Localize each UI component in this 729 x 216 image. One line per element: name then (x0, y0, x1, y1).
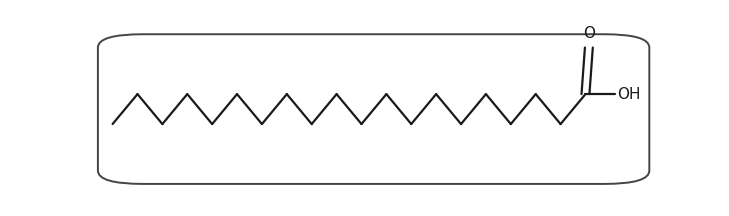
Text: OH: OH (617, 87, 641, 102)
Text: O: O (583, 26, 595, 41)
